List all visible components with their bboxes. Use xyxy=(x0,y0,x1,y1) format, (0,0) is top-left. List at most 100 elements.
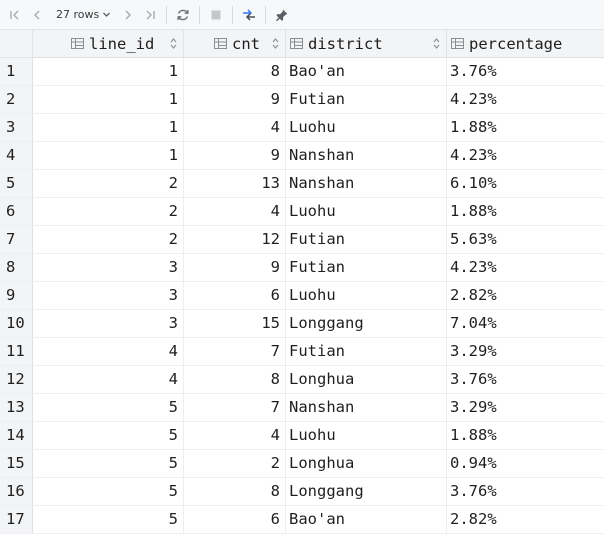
cell-line-id[interactable]: 1 xyxy=(33,58,184,85)
table-row[interactable]: 1 1 8 Bao'an 3.76% xyxy=(0,58,604,86)
table-row[interactable]: 15 5 2 Longhua 0.94% xyxy=(0,450,604,478)
row-number[interactable]: 8 xyxy=(0,254,33,281)
row-number[interactable]: 9 xyxy=(0,282,33,309)
row-number[interactable]: 13 xyxy=(0,394,33,421)
column-header-percentage[interactable]: percentage xyxy=(447,30,604,57)
cell-line-id[interactable]: 4 xyxy=(33,338,184,365)
cell-percentage[interactable]: 1.88% xyxy=(450,202,497,220)
cell-line-id[interactable]: 5 xyxy=(33,422,184,449)
cell-line-id[interactable]: 1 xyxy=(33,142,184,169)
cell-line-id[interactable]: 2 xyxy=(33,226,184,253)
cell-cnt[interactable]: 6 xyxy=(184,506,286,533)
cell-district[interactable]: Longgang xyxy=(286,478,447,505)
stop-icon[interactable] xyxy=(205,4,227,26)
cell-percentage[interactable]: 2.82% xyxy=(450,510,497,528)
cell-percentage[interactable]: 4.23% xyxy=(450,146,497,164)
column-header-line-id[interactable]: line_id xyxy=(33,30,184,57)
cell-line-id[interactable]: 5 xyxy=(33,394,184,421)
cell-percentage[interactable]: 4.23% xyxy=(450,258,497,276)
cell-district[interactable]: Futian xyxy=(286,338,447,365)
cell-percentage[interactable]: 3.29% xyxy=(450,398,497,416)
cell-district[interactable]: Bao'an xyxy=(286,58,447,85)
row-number[interactable]: 14 xyxy=(0,422,33,449)
table-row[interactable]: 4 1 9 Nanshan 4.23% xyxy=(0,142,604,170)
table-row[interactable]: 17 5 6 Bao'an 2.82% xyxy=(0,506,604,534)
cell-district[interactable]: Longgang xyxy=(286,310,447,337)
refresh-icon[interactable] xyxy=(172,4,194,26)
cell-cnt[interactable]: 8 xyxy=(184,58,286,85)
cell-district[interactable]: Nanshan xyxy=(286,394,447,421)
row-number-header[interactable] xyxy=(0,30,33,57)
cell-percentage[interactable]: 3.76% xyxy=(450,62,497,80)
table-row[interactable]: 3 1 4 Luohu 1.88% xyxy=(0,114,604,142)
next-page-icon[interactable] xyxy=(117,4,139,26)
cell-cnt[interactable]: 9 xyxy=(184,142,286,169)
rows-count-dropdown[interactable]: 27 rows xyxy=(48,4,117,26)
row-number[interactable]: 16 xyxy=(0,478,33,505)
cell-cnt[interactable]: 4 xyxy=(184,114,286,141)
table-row[interactable]: 2 1 9 Futian 4.23% xyxy=(0,86,604,114)
cell-cnt[interactable]: 2 xyxy=(184,450,286,477)
row-number[interactable]: 6 xyxy=(0,198,33,225)
table-row[interactable]: 10 3 15 Longgang 7.04% xyxy=(0,310,604,338)
table-row[interactable]: 16 5 8 Longgang 3.76% xyxy=(0,478,604,506)
cell-percentage[interactable]: 1.88% xyxy=(450,118,497,136)
cell-cnt[interactable]: 8 xyxy=(184,366,286,393)
prev-page-icon[interactable] xyxy=(26,4,48,26)
cell-line-id[interactable]: 4 xyxy=(33,366,184,393)
cell-district[interactable]: Longhua xyxy=(286,450,447,477)
cell-percentage[interactable]: 5.63% xyxy=(450,230,497,248)
row-number[interactable]: 1 xyxy=(0,58,33,85)
row-number[interactable]: 2 xyxy=(0,86,33,113)
sort-icon[interactable] xyxy=(272,38,279,49)
cell-cnt[interactable]: 15 xyxy=(184,310,286,337)
cell-cnt[interactable]: 13 xyxy=(184,170,286,197)
cell-cnt[interactable]: 9 xyxy=(184,86,286,113)
cell-percentage[interactable]: 4.23% xyxy=(450,90,497,108)
table-row[interactable]: 8 3 9 Futian 4.23% xyxy=(0,254,604,282)
cell-percentage[interactable]: 3.76% xyxy=(450,482,497,500)
cell-district[interactable]: Futian xyxy=(286,226,447,253)
cell-district[interactable]: Luohu xyxy=(286,422,447,449)
cell-cnt[interactable]: 7 xyxy=(184,394,286,421)
table-row[interactable]: 9 3 6 Luohu 2.82% xyxy=(0,282,604,310)
cell-cnt[interactable]: 7 xyxy=(184,338,286,365)
cell-line-id[interactable]: 3 xyxy=(33,310,184,337)
row-number[interactable]: 10 xyxy=(0,310,33,337)
row-number[interactable]: 11 xyxy=(0,338,33,365)
table-row[interactable]: 13 5 7 Nanshan 3.29% xyxy=(0,394,604,422)
cell-percentage[interactable]: 6.10% xyxy=(450,174,497,192)
cell-cnt[interactable]: 4 xyxy=(184,198,286,225)
table-row[interactable]: 14 5 4 Luohu 1.88% xyxy=(0,422,604,450)
cell-district[interactable]: Nanshan xyxy=(286,170,447,197)
table-row[interactable]: 11 4 7 Futian 3.29% xyxy=(0,338,604,366)
column-header-cnt[interactable]: cnt xyxy=(184,30,286,57)
cell-percentage[interactable]: 3.29% xyxy=(450,342,497,360)
row-number[interactable]: 3 xyxy=(0,114,33,141)
column-header-district[interactable]: district xyxy=(286,30,447,57)
cell-cnt[interactable]: 8 xyxy=(184,478,286,505)
cell-district[interactable]: Luohu xyxy=(286,282,447,309)
cell-district[interactable]: Luohu xyxy=(286,198,447,225)
first-page-icon[interactable] xyxy=(4,4,26,26)
sort-icon[interactable] xyxy=(170,38,177,49)
cell-line-id[interactable]: 2 xyxy=(33,170,184,197)
cell-line-id[interactable]: 5 xyxy=(33,478,184,505)
table-row[interactable]: 12 4 8 Longhua 3.76% xyxy=(0,366,604,394)
compare-icon[interactable] xyxy=(238,4,260,26)
cell-percentage[interactable]: 7.04% xyxy=(450,314,497,332)
cell-district[interactable]: Futian xyxy=(286,86,447,113)
cell-cnt[interactable]: 6 xyxy=(184,282,286,309)
cell-percentage[interactable]: 0.94% xyxy=(450,454,497,472)
row-number[interactable]: 4 xyxy=(0,142,33,169)
row-number[interactable]: 7 xyxy=(0,226,33,253)
cell-cnt[interactable]: 12 xyxy=(184,226,286,253)
pin-icon[interactable] xyxy=(271,4,293,26)
table-row[interactable]: 6 2 4 Luohu 1.88% xyxy=(0,198,604,226)
row-number[interactable]: 12 xyxy=(0,366,33,393)
row-number[interactable]: 15 xyxy=(0,450,33,477)
table-row[interactable]: 5 2 13 Nanshan 6.10% xyxy=(0,170,604,198)
cell-line-id[interactable]: 1 xyxy=(33,86,184,113)
cell-district[interactable]: Bao'an xyxy=(286,506,447,533)
cell-percentage[interactable]: 2.82% xyxy=(450,286,497,304)
